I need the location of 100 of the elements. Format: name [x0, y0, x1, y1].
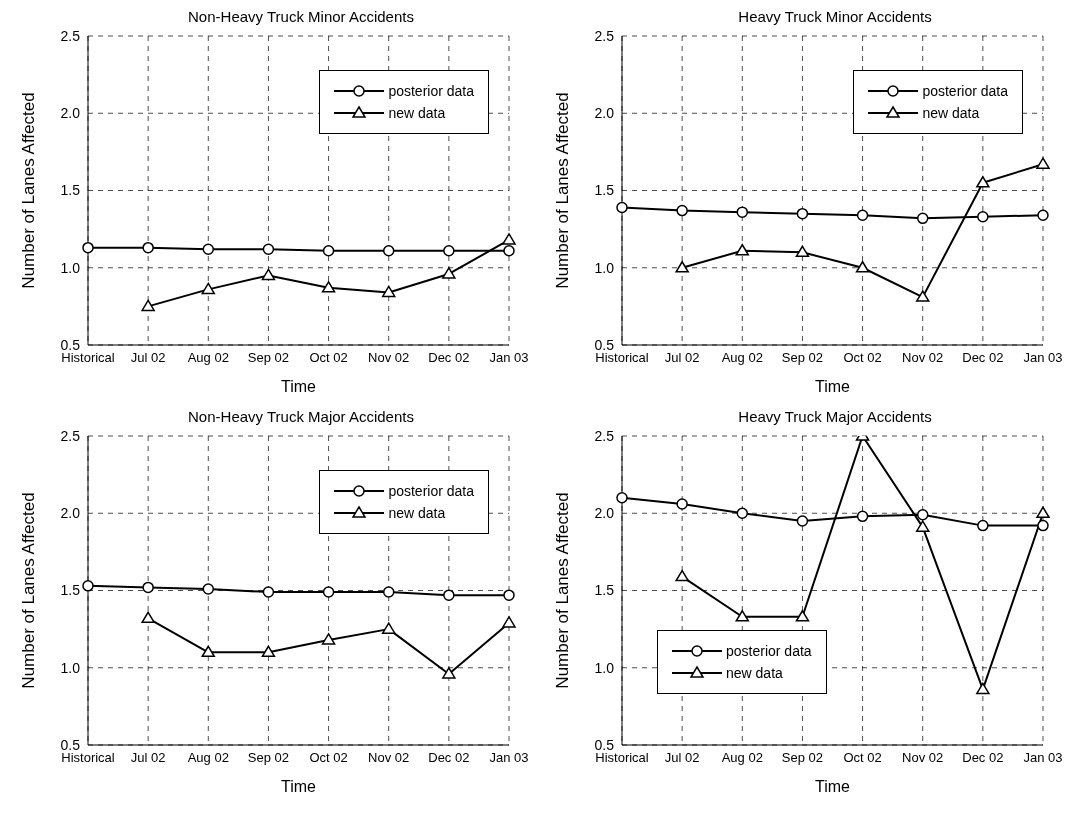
x-tick-label: Jul 02: [130, 750, 166, 766]
x-tick-label: Nov 02: [368, 350, 410, 366]
y-tick-label: 2.5: [594, 27, 615, 44]
y-tick-label: 0.5: [60, 336, 81, 353]
point: [916, 509, 929, 521]
point: [856, 510, 869, 523]
point: [855, 261, 870, 273]
legend-label: posterior data: [388, 83, 474, 99]
x-tick-label: Jul 02: [130, 350, 166, 366]
x-tick-label: Sep 02: [781, 350, 824, 366]
point: [736, 507, 749, 519]
point: [976, 682, 990, 695]
point: [502, 233, 516, 245]
y-tick-label: 2.5: [594, 427, 615, 444]
point: [503, 589, 515, 601]
x-tick-label: Sep 02: [247, 750, 290, 766]
point: [1037, 209, 1049, 221]
y-tick-label: 2.0: [594, 105, 615, 122]
y-axis-title: Number of Lanes Affected: [19, 92, 39, 289]
point: [796, 515, 809, 527]
x-tick-label: Historical: [61, 350, 115, 366]
point: [1036, 506, 1050, 518]
y-tick-label: 2.5: [60, 427, 81, 444]
legend-label: new data: [922, 105, 980, 121]
legend-label: new data: [388, 505, 446, 521]
chart-title: Heavy Truck Minor Accidents: [738, 8, 932, 25]
x-tick-label: Aug 02: [721, 350, 763, 366]
point: [443, 245, 455, 257]
point: [201, 282, 216, 295]
x-tick-label: Historical: [595, 750, 649, 766]
y-tick-label: 1.5: [60, 582, 81, 599]
point: [616, 201, 628, 214]
point: [381, 622, 396, 634]
x-tick-label: Dec 02: [428, 750, 470, 766]
chart-title: Heavy Truck Major Accidents: [738, 408, 932, 425]
point: [795, 245, 810, 258]
legend-label: posterior data: [726, 643, 812, 659]
point: [442, 267, 456, 279]
point: [976, 176, 990, 188]
x-tick-label: Jan 03: [1023, 350, 1063, 366]
y-tick-label: 1.0: [594, 659, 615, 676]
x-tick-label: Jan 03: [489, 350, 529, 366]
x-axis-title: Time: [815, 378, 851, 395]
point: [322, 586, 335, 598]
point: [262, 243, 275, 255]
y-axis-title: Number of Lanes Affected: [553, 92, 573, 289]
point: [261, 645, 276, 658]
point: [382, 245, 395, 257]
point: [202, 243, 215, 255]
point: [616, 492, 628, 504]
chart-title: Non-Heavy Truck Major Accidents: [188, 408, 414, 425]
point: [736, 206, 749, 218]
y-tick-label: 2.0: [60, 505, 81, 522]
x-tick-label: Oct 02: [843, 750, 882, 766]
x-tick-label: Jan 03: [1023, 750, 1063, 766]
point: [141, 611, 155, 624]
x-tick-label: Nov 02: [902, 750, 944, 766]
x-tick-label: Historical: [595, 350, 649, 366]
point: [735, 610, 750, 622]
point: [321, 633, 336, 645]
x-tick-label: Historical: [61, 750, 115, 766]
x-tick-label: Aug 02: [721, 750, 763, 766]
point: [201, 645, 216, 658]
point: [142, 241, 154, 254]
point: [675, 569, 689, 582]
x-tick-label: Jul 02: [664, 750, 700, 766]
point: [321, 281, 336, 293]
x-tick-label: Jan 03: [489, 750, 529, 766]
point: [796, 207, 809, 220]
y-axis-title: Number of Lanes Affected: [553, 492, 573, 689]
x-axis-title: Time: [281, 378, 317, 395]
x-tick-label: Oct 02: [309, 350, 348, 366]
point: [82, 241, 94, 254]
point: [142, 581, 154, 594]
point: [382, 586, 395, 598]
point: [915, 520, 930, 532]
legend-label: posterior data: [922, 83, 1008, 99]
point: [915, 290, 930, 302]
x-tick-label: Sep 02: [247, 350, 290, 366]
point: [977, 211, 989, 223]
point: [503, 245, 515, 257]
x-tick-label: Dec 02: [962, 350, 1004, 366]
point: [502, 616, 516, 628]
y-tick-label: 2.0: [594, 505, 615, 522]
point: [675, 261, 689, 273]
legend-label: new data: [388, 105, 446, 121]
x-tick-label: Nov 02: [368, 750, 410, 766]
y-tick-label: 0.5: [60, 736, 81, 753]
x-tick-label: Dec 02: [962, 750, 1004, 766]
point: [676, 204, 688, 217]
point: [82, 580, 94, 592]
point: [261, 268, 276, 281]
x-tick-label: Nov 02: [902, 350, 944, 366]
point: [795, 610, 810, 622]
x-tick-label: Dec 02: [428, 350, 470, 366]
point: [202, 583, 215, 595]
x-tick-label: Oct 02: [309, 750, 348, 766]
point: [381, 285, 396, 298]
point: [1037, 519, 1049, 532]
point: [916, 212, 929, 225]
